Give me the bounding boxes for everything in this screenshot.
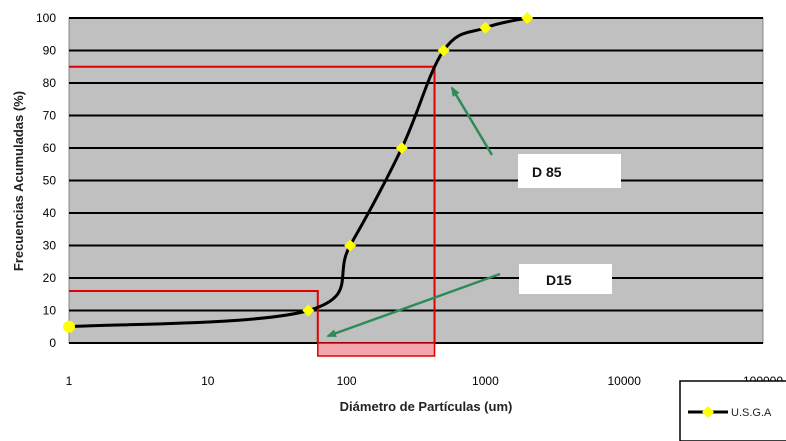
y-tick-label-30: 30 (43, 239, 57, 253)
y-tick-label-20: 20 (43, 271, 57, 285)
annotation-d15-box (519, 264, 612, 294)
legend-entry-usga: U.S.G.A (731, 407, 772, 419)
x-tick-label-10: 10 (201, 374, 215, 388)
data-point-106 (344, 239, 357, 252)
x-axis-title: Diámetro de Partículas (um) (340, 399, 513, 414)
d15-arrow (326, 272, 501, 338)
data-point-1000 (479, 21, 492, 34)
annotation-d15: D15 (519, 264, 612, 294)
grid-lines (69, 17, 763, 344)
y-tick-label-70: 70 (43, 109, 57, 123)
annotation-d85-box (518, 154, 621, 188)
y-tick-label-40: 40 (43, 206, 57, 220)
y-tick-label-100: 100 (36, 11, 56, 25)
data-point-53 (302, 304, 315, 317)
series-line (68, 16, 528, 329)
d15-d85-range-band (317, 342, 436, 357)
y-tick-label-80: 80 (43, 76, 57, 90)
y-tick-label-0: 0 (49, 336, 56, 350)
data-point-2000 (521, 12, 534, 24)
annotation-d85-label: D 85 (532, 164, 562, 180)
x-tick-labels: 110100100010000100000 (66, 374, 784, 388)
data-point-1 (63, 320, 75, 333)
data-point-250 (395, 142, 408, 154)
y-tick-labels: 0 10 20 30 40 50 60 70 80 90 100 (36, 11, 56, 350)
y-tick-label-60: 60 (43, 141, 57, 155)
x-tick-label-100: 100 (337, 374, 357, 388)
reference-line-d15 (69, 290, 319, 343)
x-tick-label-1: 1 (66, 374, 73, 388)
y-tick-label-90: 90 (43, 44, 57, 58)
y-tick-label-50: 50 (43, 174, 57, 188)
annotation-d85: D 85 (518, 154, 621, 188)
data-markers (63, 12, 534, 333)
legend-marker-swatch (702, 406, 714, 418)
legend: U.S.G.A (679, 380, 786, 441)
x-tick-label-10000: 10000 (608, 374, 642, 388)
annotation-d15-label: D15 (546, 272, 572, 288)
y-tick-label-10: 10 (43, 304, 57, 318)
d85-arrow (450, 86, 494, 156)
y-axis-title: Frecuencias Acumuladas (%) (11, 91, 26, 271)
data-point-500 (437, 44, 450, 57)
x-tick-label-1000: 1000 (472, 374, 499, 388)
